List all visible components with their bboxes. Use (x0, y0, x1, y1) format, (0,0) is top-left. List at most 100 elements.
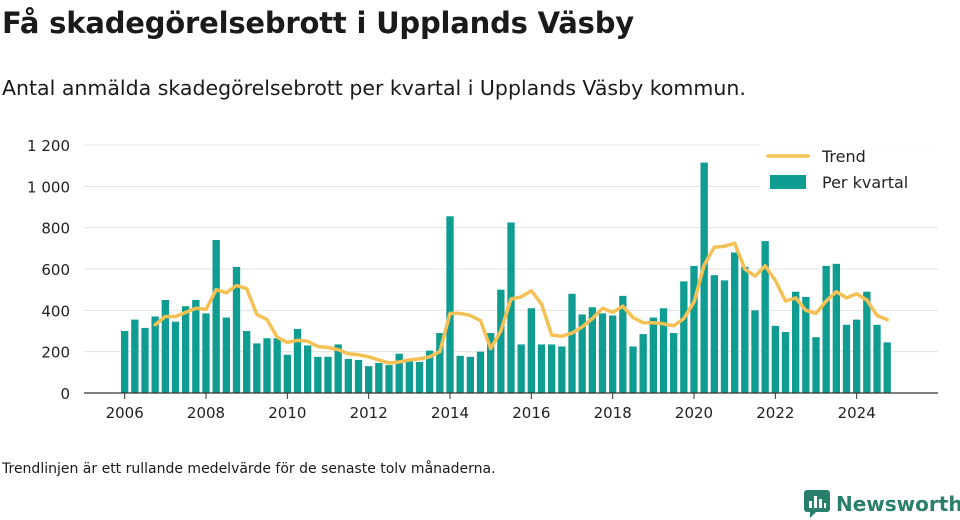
x-tick-label: 2006 (106, 404, 144, 422)
x-tick-label: 2016 (512, 404, 550, 422)
bar (578, 314, 586, 393)
bar (314, 356, 322, 393)
bar (466, 356, 474, 393)
legend-trend-label: Trend (821, 147, 866, 166)
bar (405, 360, 413, 393)
bar (344, 358, 352, 393)
bar (588, 307, 596, 393)
y-tick-label: 1 200 (27, 137, 70, 155)
bar (487, 333, 495, 393)
bar (700, 162, 708, 393)
bar (832, 263, 840, 393)
bar (121, 331, 129, 393)
bar (598, 313, 607, 393)
bar (365, 366, 373, 393)
bar (141, 327, 149, 393)
bar (720, 280, 729, 393)
bar (385, 365, 393, 393)
axes: 0 200 400 600 800 1 000 1 200 2006 2008 2010 2012 2… (27, 137, 938, 422)
bar (619, 295, 627, 393)
bar (151, 316, 159, 393)
y-tick-label: 600 (41, 261, 70, 279)
bar (182, 306, 190, 393)
bar (131, 319, 139, 393)
bar (771, 325, 779, 393)
bar (497, 289, 505, 393)
bar (304, 345, 312, 393)
y-tick-label: 800 (41, 220, 70, 238)
bar (873, 324, 881, 393)
bar (517, 344, 525, 393)
x-tick-label: 2020 (675, 404, 713, 422)
bar (680, 281, 688, 393)
bar (263, 338, 271, 393)
trend-line (153, 241, 889, 365)
bar (354, 359, 363, 393)
bar (293, 328, 302, 393)
footnote: Trendlinjen är ett rullande medelvärde f… (2, 461, 496, 477)
bar (283, 354, 291, 393)
bar (761, 241, 769, 393)
bar (476, 351, 485, 393)
legend[interactable]: Trend Per kvartal (760, 140, 938, 200)
bar (507, 222, 515, 393)
page-title: Få skadegörelsebrott i Upplands Väsby (2, 6, 634, 40)
legend-background (760, 140, 938, 200)
bar (751, 310, 759, 393)
bar (426, 350, 434, 393)
legend-bar-swatch (770, 175, 806, 189)
y-tick-label: 1 000 (27, 178, 70, 196)
bar (690, 265, 698, 393)
bar (670, 333, 678, 393)
bar (812, 337, 820, 393)
bar (232, 266, 241, 393)
x-tick-label: 2014 (431, 404, 469, 422)
bar (568, 293, 576, 393)
bar (802, 296, 810, 393)
x-tick-label: 2022 (756, 404, 794, 422)
bar (222, 317, 230, 393)
bar-chart-speech-bubble-icon (804, 490, 830, 518)
bar (781, 332, 790, 393)
y-tick-label: 0 (60, 385, 70, 403)
bar (334, 344, 342, 393)
bar (609, 315, 617, 393)
bar (659, 308, 668, 393)
bar (731, 252, 739, 393)
bar (822, 265, 830, 393)
bar (436, 333, 444, 393)
page-subtitle: Antal anmälda skadegörelsebrott per kvar… (2, 76, 746, 100)
bar (243, 331, 251, 393)
y-tick-label: 200 (41, 344, 70, 362)
chart: 0 200 400 600 800 1 000 1 200 2006 2008 2010 2012 2… (27, 137, 938, 422)
bar (537, 344, 546, 393)
bar (161, 300, 169, 393)
bar (842, 324, 851, 393)
bar (375, 363, 383, 393)
bar (192, 300, 200, 393)
bar (863, 291, 871, 393)
bar (212, 240, 220, 393)
bar (883, 342, 891, 393)
x-tick-label: 2012 (350, 404, 388, 422)
bar (558, 346, 566, 393)
bar (273, 338, 281, 393)
x-tick-label: 2010 (268, 404, 306, 422)
bar (629, 346, 637, 393)
bar (171, 321, 180, 393)
legend-bar-label: Per kvartal (822, 173, 908, 192)
bar (395, 353, 403, 393)
x-tick-label: 2018 (594, 404, 632, 422)
bar (792, 291, 800, 393)
bar (710, 275, 718, 393)
bar (853, 319, 861, 393)
bar-series (121, 162, 891, 393)
trend-series (153, 241, 889, 365)
brand-logo[interactable]: Newsworthy (804, 488, 960, 520)
y-tick-label: 400 (41, 302, 70, 320)
bar (415, 362, 424, 393)
bar (253, 343, 261, 393)
bar (548, 344, 556, 393)
x-tick-label: 2024 (838, 404, 876, 422)
bar (324, 356, 332, 393)
